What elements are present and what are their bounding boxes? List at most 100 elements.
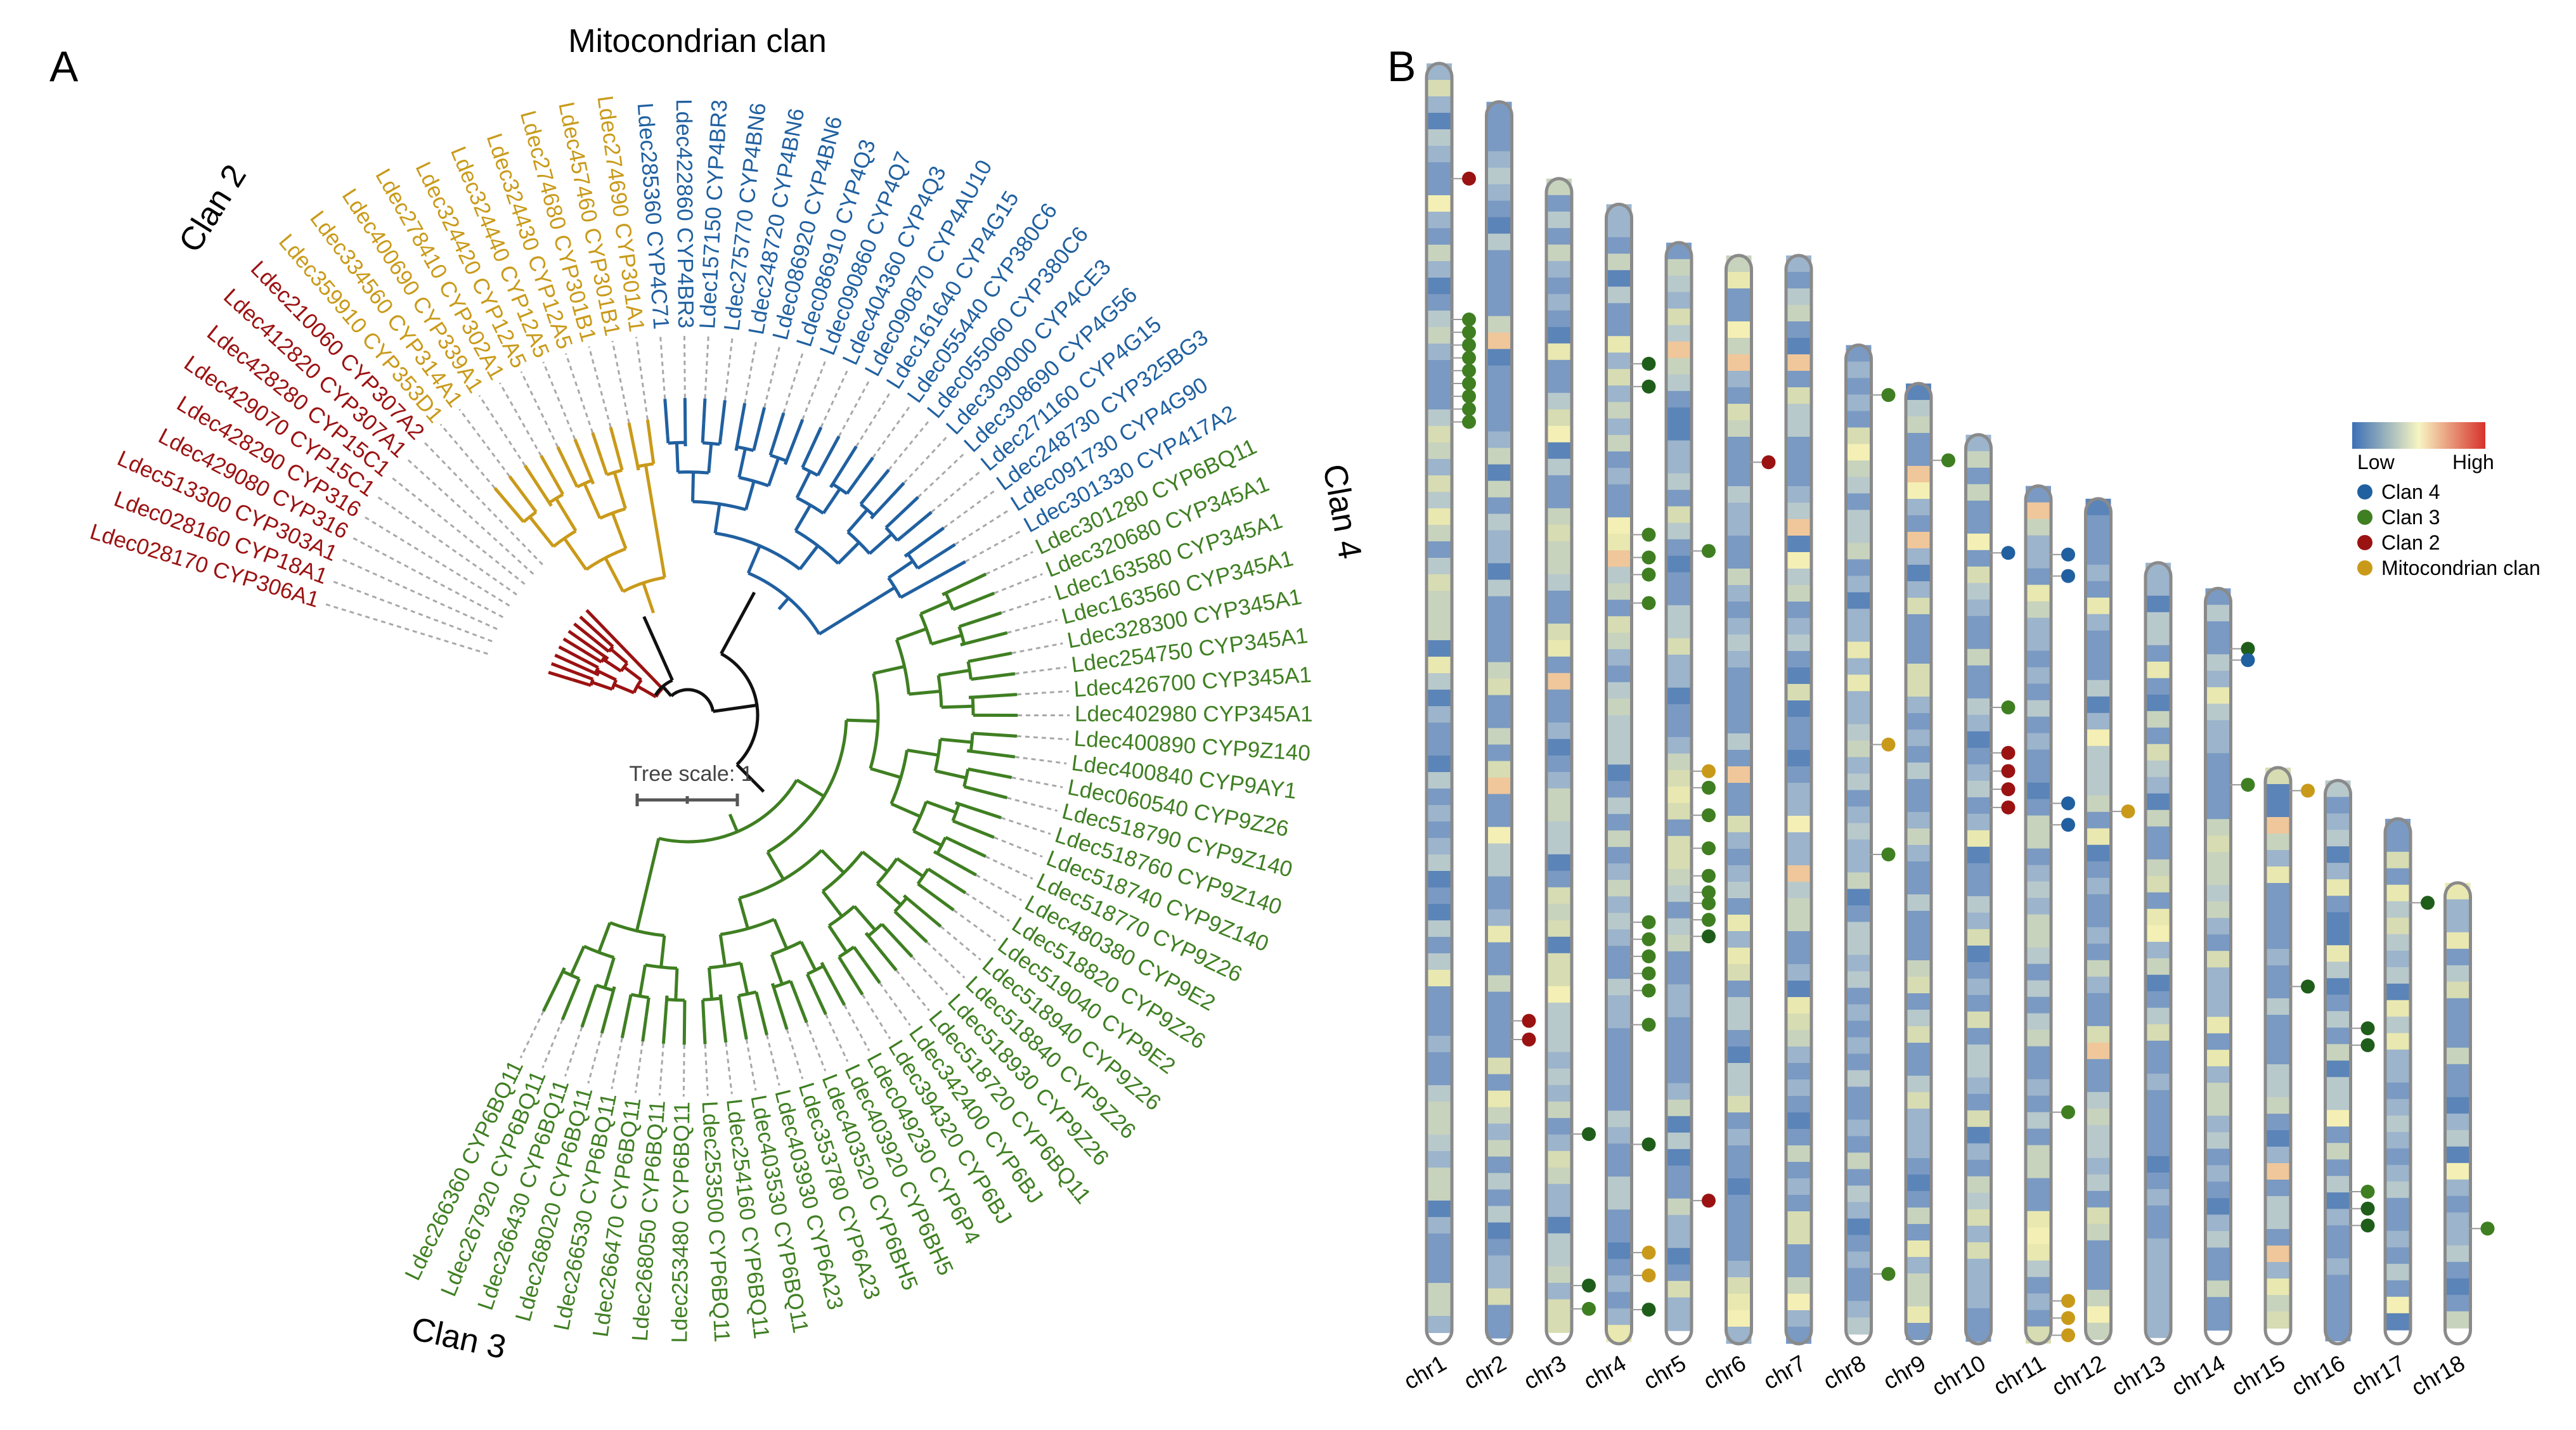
- density-band: [2205, 1116, 2231, 1133]
- density-band: [2026, 832, 2051, 849]
- density-band: [2385, 1082, 2411, 1100]
- density-band: [1726, 1277, 1752, 1294]
- leader-line: [1007, 619, 1058, 634]
- density-band: [2445, 1146, 2471, 1164]
- density-band: [2146, 875, 2171, 893]
- density-band: [1786, 816, 1811, 833]
- density-band: [1846, 757, 1872, 775]
- density-band: [2445, 1080, 2471, 1098]
- density-band: [1846, 625, 1872, 643]
- density-band: [1786, 997, 1811, 1014]
- density-band: [1846, 889, 1872, 906]
- density-band: [2325, 1192, 2351, 1210]
- density-band: [1965, 648, 1991, 666]
- density-band: [1906, 927, 1931, 944]
- density-band: [2265, 1015, 2291, 1032]
- density-band: [1486, 167, 1512, 185]
- density-band: [1846, 477, 1872, 494]
- chromosome-label: chr18: [2407, 1349, 2469, 1401]
- density-band: [1666, 687, 1692, 705]
- density-band: [1846, 1202, 1872, 1220]
- density-band: [1546, 689, 1572, 707]
- density-band: [1726, 288, 1752, 306]
- density-band: [1906, 1158, 1931, 1175]
- gene-marker-clan3: [1462, 389, 1476, 404]
- tree-branch: [580, 657, 599, 669]
- density-band: [1666, 885, 1692, 903]
- density-band: [1546, 705, 1572, 723]
- tree-branch: [795, 470, 812, 499]
- density-band: [2146, 727, 2171, 745]
- density-band: [2085, 614, 2111, 631]
- density-band: [1546, 1266, 1572, 1284]
- tree-branch: [966, 611, 1002, 626]
- density-band: [1786, 1310, 1811, 1327]
- density-band: [1726, 1244, 1752, 1261]
- density-band: [1906, 894, 1931, 911]
- density-band: [2026, 551, 2051, 569]
- tree-arc: [670, 688, 715, 712]
- density-band: [2325, 1143, 2351, 1161]
- density-band: [1965, 665, 1991, 683]
- density-band: [1726, 1195, 1752, 1212]
- density-band: [1726, 437, 1752, 454]
- density-band: [1906, 1026, 1931, 1043]
- density-band: [1666, 1017, 1692, 1034]
- density-band: [1786, 733, 1811, 750]
- density-band: [1726, 931, 1752, 948]
- gene-marker-clan3: [1641, 1017, 1656, 1032]
- density-band: [1546, 359, 1572, 377]
- density-band: [1666, 852, 1692, 870]
- density-band: [2085, 515, 2111, 532]
- leader-line: [825, 1014, 849, 1062]
- density-band: [2325, 912, 2351, 930]
- density-band: [2026, 1178, 2051, 1195]
- density-band: [1486, 1189, 1512, 1207]
- density-band: [2085, 647, 2111, 664]
- tree-branch: [554, 654, 600, 677]
- density-band: [1726, 651, 1752, 668]
- density-band: [1786, 882, 1811, 899]
- density-band: [1846, 559, 1872, 577]
- density-band: [2205, 1280, 2231, 1298]
- density-band: [1786, 536, 1811, 553]
- density-band: [1486, 1156, 1512, 1174]
- tree-branch: [960, 631, 1008, 647]
- density-band: [2325, 945, 2351, 963]
- density-band: [1606, 1028, 1632, 1046]
- density-band: [2146, 859, 2171, 877]
- density-band: [2146, 925, 2171, 943]
- density-band: [1427, 1299, 1452, 1317]
- chromosome-chr8: [1844, 343, 1873, 1346]
- tree-branch: [540, 454, 555, 479]
- density-band: [2265, 1081, 2291, 1098]
- density-band: [1965, 1044, 1991, 1062]
- tree-branch: [734, 403, 747, 451]
- tree-branch: [770, 982, 775, 988]
- chromosome-outline: [1544, 177, 1574, 1346]
- density-band: [2265, 784, 2291, 801]
- legend-label-clan3: Clan 3: [2381, 506, 2440, 529]
- density-band: [1906, 1142, 1931, 1159]
- density-band: [1786, 305, 1811, 322]
- density-band: [1846, 707, 1872, 725]
- density-band: [1726, 964, 1752, 981]
- density-band: [2146, 694, 2171, 712]
- density-band: [1486, 711, 1512, 729]
- leader-line: [704, 1044, 709, 1097]
- density-band: [1427, 409, 1452, 427]
- tree-arc: [838, 945, 855, 958]
- tree-arc: [589, 678, 595, 686]
- tree-branch: [902, 894, 908, 899]
- tree-branch: [816, 468, 823, 477]
- density-band: [1965, 1027, 1991, 1045]
- tree-branch: [912, 829, 943, 847]
- density-band: [2026, 650, 2051, 668]
- density-band: [1546, 376, 1572, 394]
- density-band: [1906, 812, 1931, 829]
- density-band: [1846, 1317, 1872, 1335]
- tree-branch: [493, 487, 513, 509]
- density-band: [1726, 882, 1752, 899]
- tree-branch: [784, 418, 805, 465]
- density-band: [1906, 1257, 1931, 1274]
